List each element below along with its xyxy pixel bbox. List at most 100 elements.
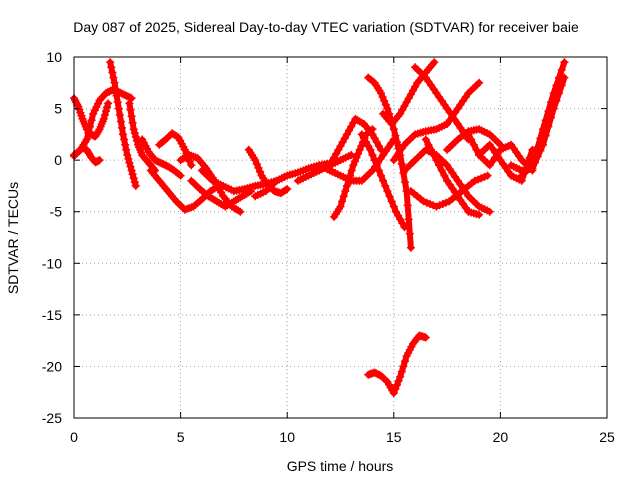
series-arc-5 xyxy=(125,99,159,175)
data-point-marker xyxy=(125,158,134,167)
data-point-marker xyxy=(429,151,438,159)
data-point-marker xyxy=(100,111,109,119)
data-point-marker xyxy=(127,112,136,121)
data-point-marker xyxy=(109,73,118,82)
data-point-marker xyxy=(131,132,140,141)
series-arc-28 xyxy=(475,140,537,185)
data-point-marker xyxy=(393,138,401,147)
data-point-marker xyxy=(256,167,264,176)
x-tick-label: 5 xyxy=(177,429,185,445)
data-point-marker xyxy=(116,117,125,126)
data-point-marker xyxy=(355,145,364,154)
data-point-marker xyxy=(549,89,558,98)
series-arc-24 xyxy=(411,63,473,144)
data-point-marker xyxy=(377,171,385,180)
data-point-marker xyxy=(108,68,117,77)
data-point-marker xyxy=(539,125,547,134)
data-point-marker xyxy=(113,98,122,107)
data-point-marker xyxy=(110,78,119,87)
data-point-marker xyxy=(399,362,408,371)
data-point-marker xyxy=(131,181,140,190)
series-arc-23 xyxy=(421,135,484,219)
data-point-marker xyxy=(104,99,113,108)
data-point-marker xyxy=(112,91,121,100)
data-point-marker xyxy=(396,372,405,381)
data-point-marker xyxy=(176,171,185,180)
series-arc-26 xyxy=(443,125,505,154)
x-tick-label: 25 xyxy=(599,429,615,445)
plot-frame xyxy=(73,56,608,419)
data-point-marker xyxy=(94,127,103,135)
data-point-marker xyxy=(114,104,123,113)
data-point-marker xyxy=(236,207,245,216)
data-point-marker xyxy=(347,151,356,159)
data-point-marker xyxy=(347,166,356,175)
series-group xyxy=(70,58,569,398)
data-point-marker xyxy=(374,166,383,175)
data-point-marker xyxy=(557,65,566,74)
data-point-marker xyxy=(251,156,260,165)
x-tick-label: 20 xyxy=(493,429,509,445)
data-point-marker xyxy=(394,376,403,385)
data-point-marker xyxy=(427,145,436,154)
data-point-marker xyxy=(385,192,394,201)
data-point-marker xyxy=(368,151,377,159)
data-point-marker xyxy=(469,140,478,149)
data-point-marker xyxy=(111,85,120,94)
data-point-marker xyxy=(560,58,569,67)
data-point-marker xyxy=(338,197,347,206)
data-point-marker xyxy=(475,78,484,87)
data-point-marker xyxy=(379,176,388,185)
data-point-marker xyxy=(120,135,129,144)
data-point-marker xyxy=(106,58,115,67)
data-point-marker xyxy=(387,197,396,206)
data-point-marker xyxy=(377,89,385,98)
x-tick-labels: 0 5 10 15 20 25 xyxy=(70,429,615,445)
data-point-marker xyxy=(547,98,555,107)
data-point-marker xyxy=(401,357,409,366)
data-point-marker xyxy=(357,142,366,150)
data-point-marker xyxy=(555,73,563,82)
data-point-marker xyxy=(346,171,355,180)
x-tick-label: 15 xyxy=(386,429,402,445)
series-arc-20 xyxy=(379,58,439,128)
data-point-marker xyxy=(430,58,439,67)
data-point-marker xyxy=(533,143,542,152)
tick-marks xyxy=(73,56,608,419)
data-point-marker xyxy=(187,161,196,170)
data-point-marker xyxy=(406,243,415,252)
data-point-marker xyxy=(381,376,390,385)
data-point-marker xyxy=(397,367,406,376)
data-point-marker xyxy=(389,125,398,134)
data-point-marker xyxy=(87,116,96,125)
data-point-marker xyxy=(180,145,189,154)
series-arc-25 xyxy=(406,171,492,211)
data-point-marker xyxy=(126,162,135,171)
y-tick-label: -5 xyxy=(50,204,63,220)
data-point-marker xyxy=(126,105,135,114)
data-point-marker xyxy=(103,103,111,112)
data-point-marker xyxy=(115,111,124,119)
data-point-marker xyxy=(82,135,91,144)
data-point-marker xyxy=(118,123,126,132)
series-arc-30 xyxy=(517,58,569,180)
data-point-marker xyxy=(130,129,139,138)
data-point-marker xyxy=(380,96,389,105)
data-point-marker xyxy=(432,156,441,165)
y-tick-label: -10 xyxy=(42,255,62,271)
data-point-marker xyxy=(536,134,545,143)
data-point-marker xyxy=(283,185,292,193)
data-point-marker xyxy=(552,81,561,90)
data-point-marker xyxy=(175,170,183,179)
data-point-marker xyxy=(352,153,361,162)
y-tick-label: 5 xyxy=(54,101,62,117)
data-point-marker xyxy=(401,178,409,187)
data-point-marker xyxy=(391,131,400,140)
series-arc-10 xyxy=(187,176,255,211)
data-point-marker xyxy=(393,381,401,389)
data-point-marker xyxy=(483,171,492,180)
series-arc-17 xyxy=(325,114,385,170)
data-point-marker xyxy=(467,135,476,144)
series-arc-29 xyxy=(507,73,569,175)
data-point-marker xyxy=(129,125,138,134)
